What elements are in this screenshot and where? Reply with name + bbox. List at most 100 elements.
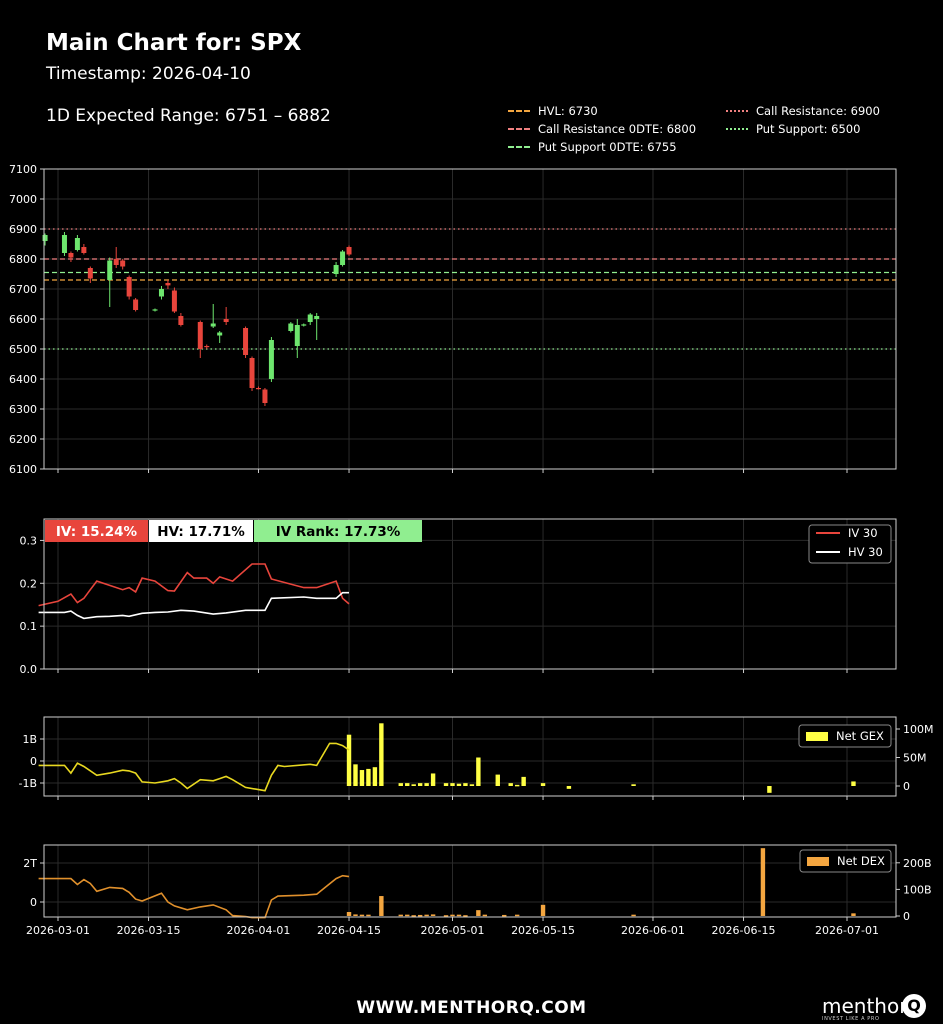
legend-item-call-resistance: Call Resistance: 6900 (726, 104, 880, 118)
dex-legend-box (799, 849, 892, 873)
dex-bar-21 (760, 848, 766, 916)
footer-url[interactable]: WWW.MENTHORQ.COM (356, 998, 587, 1018)
gex-legend-label: Net GEX (836, 729, 884, 743)
gex-bar-5 (379, 723, 384, 786)
dex-bar-8 (417, 914, 423, 917)
candle-body-25 (268, 340, 274, 379)
gex-line (38, 742, 350, 792)
dex-bar-6 (405, 914, 410, 917)
legend-label-put-support: Put Support: 6500 (756, 122, 861, 136)
vol-legend-label-0: IV 30 (848, 526, 878, 540)
dex-bar-19 (540, 904, 546, 916)
gex-ytick-label-1: 0 (30, 755, 37, 768)
candle-body-18 (210, 323, 216, 327)
gex-bar-18 (495, 774, 500, 786)
gex-bar-16 (469, 784, 475, 786)
legend-swatch-put-support (726, 128, 748, 130)
candle-body-15 (178, 316, 184, 325)
legend-swatch-hvl (508, 110, 530, 112)
gex-panel-frame (43, 716, 897, 797)
dex-ytick-right-label-2: 0 (903, 910, 910, 923)
gex-bar-9 (417, 783, 423, 786)
dex-bar-9 (424, 914, 429, 917)
dex-bar-18 (514, 914, 520, 917)
expected-range: 1D Expected Range: 6751 – 6882 (46, 106, 331, 126)
candle-body-6 (107, 260, 113, 280)
candle-body-27 (294, 325, 300, 346)
brand-name: menthor (822, 994, 908, 1018)
timestamp: Timestamp: 2026-04-10 (46, 64, 251, 84)
dex-bar-17 (502, 914, 507, 917)
candle-body-22 (249, 358, 255, 388)
dex-bar-13 (456, 914, 462, 917)
x-tick-label-4: 2026-05-01 (421, 924, 485, 937)
dex-panel-frame (43, 844, 897, 918)
dex-ytick-right-label-0: 200B (903, 857, 932, 870)
dex-bar-11 (443, 915, 449, 917)
dex-bar-20 (631, 914, 636, 917)
dex-legend-label: Net DEX (837, 854, 885, 868)
vol-series-0 (38, 563, 350, 607)
candle-body-11 (152, 309, 158, 311)
dex-ytick-right-label-1: 100B (903, 883, 932, 896)
candle-body-13 (165, 283, 171, 286)
gex-bar-17 (476, 757, 481, 786)
candle-body-32 (340, 251, 346, 265)
gex-bar-25 (767, 786, 772, 793)
gex-bar-24 (631, 784, 636, 786)
gex-bar-26 (851, 781, 856, 786)
price-ytick-label-0: 6100 (9, 463, 37, 476)
legend-swatch-call-resistance (726, 110, 748, 112)
dex-bar-2 (359, 914, 365, 917)
x-tick-label-0: 2026-03-01 (26, 924, 90, 937)
vol-badge-bg-2 (254, 520, 422, 542)
gex-ytick-right-label-2: 0 (903, 780, 910, 793)
gex-bar-20 (514, 784, 520, 787)
price-ytick-label-7: 6800 (9, 253, 37, 266)
dex-line (38, 874, 350, 919)
candle-body-0 (42, 235, 48, 241)
price-ytick-label-10: 7100 (9, 163, 37, 176)
vol-badge-bg-1 (149, 520, 253, 542)
gex-bar-12 (443, 783, 449, 786)
candle-body-24 (262, 389, 268, 403)
price-ytick-label-8: 6900 (9, 223, 37, 236)
gex-bar-23 (566, 786, 572, 789)
candle-body-17 (204, 346, 210, 348)
candle-body-3 (74, 238, 80, 250)
gex-bar-2 (359, 770, 365, 786)
dex-bar-7 (411, 915, 416, 917)
vol-badge-2: IV Rank: 17.73% (276, 524, 401, 540)
vol-legend-box (808, 524, 892, 564)
gex-bar-19 (508, 783, 513, 786)
candle-body-29 (307, 314, 313, 322)
x-tick-label-8: 2026-07-01 (815, 924, 879, 937)
price-panel-frame (43, 168, 897, 470)
dex-bar-4 (379, 896, 384, 916)
gex-bar-11 (430, 773, 436, 786)
gex-bar-8 (411, 784, 416, 786)
dex-bar-3 (366, 914, 371, 917)
vol-panel-frame (43, 518, 897, 670)
gex-ytick-right-label-0: 100M (903, 723, 934, 736)
gex-legend-swatch (806, 732, 828, 741)
brand-tagline: INVEST LIKE A PRO (822, 1016, 880, 1022)
levels-legend: HVL: 6730 Call Resistance 0DTE: 6800 Put… (508, 104, 908, 158)
dex-ytick-label-1: 0 (30, 896, 37, 909)
candle-body-21 (243, 328, 249, 355)
gex-bar-0 (346, 734, 352, 786)
gex-bar-1 (353, 764, 358, 786)
gex-bar-10 (424, 783, 429, 786)
brand-logo: menthor Q INVEST LIKE A PRO (822, 994, 932, 1022)
legend-label-put-support-0dte: Put Support 0DTE: 6755 (538, 140, 677, 154)
gex-bar-4 (372, 767, 378, 786)
candle-body-23 (255, 388, 261, 390)
candle-body-14 (171, 290, 177, 312)
legend-label-call-resistance: Call Resistance: 6900 (756, 104, 880, 118)
candle-body-4 (81, 247, 87, 253)
price-ytick-label-5: 6600 (9, 313, 37, 326)
price-ytick-label-6: 6700 (9, 283, 37, 296)
vol-legend-label-1: HV 30 (848, 545, 883, 559)
price-ytick-label-3: 6400 (9, 373, 37, 386)
